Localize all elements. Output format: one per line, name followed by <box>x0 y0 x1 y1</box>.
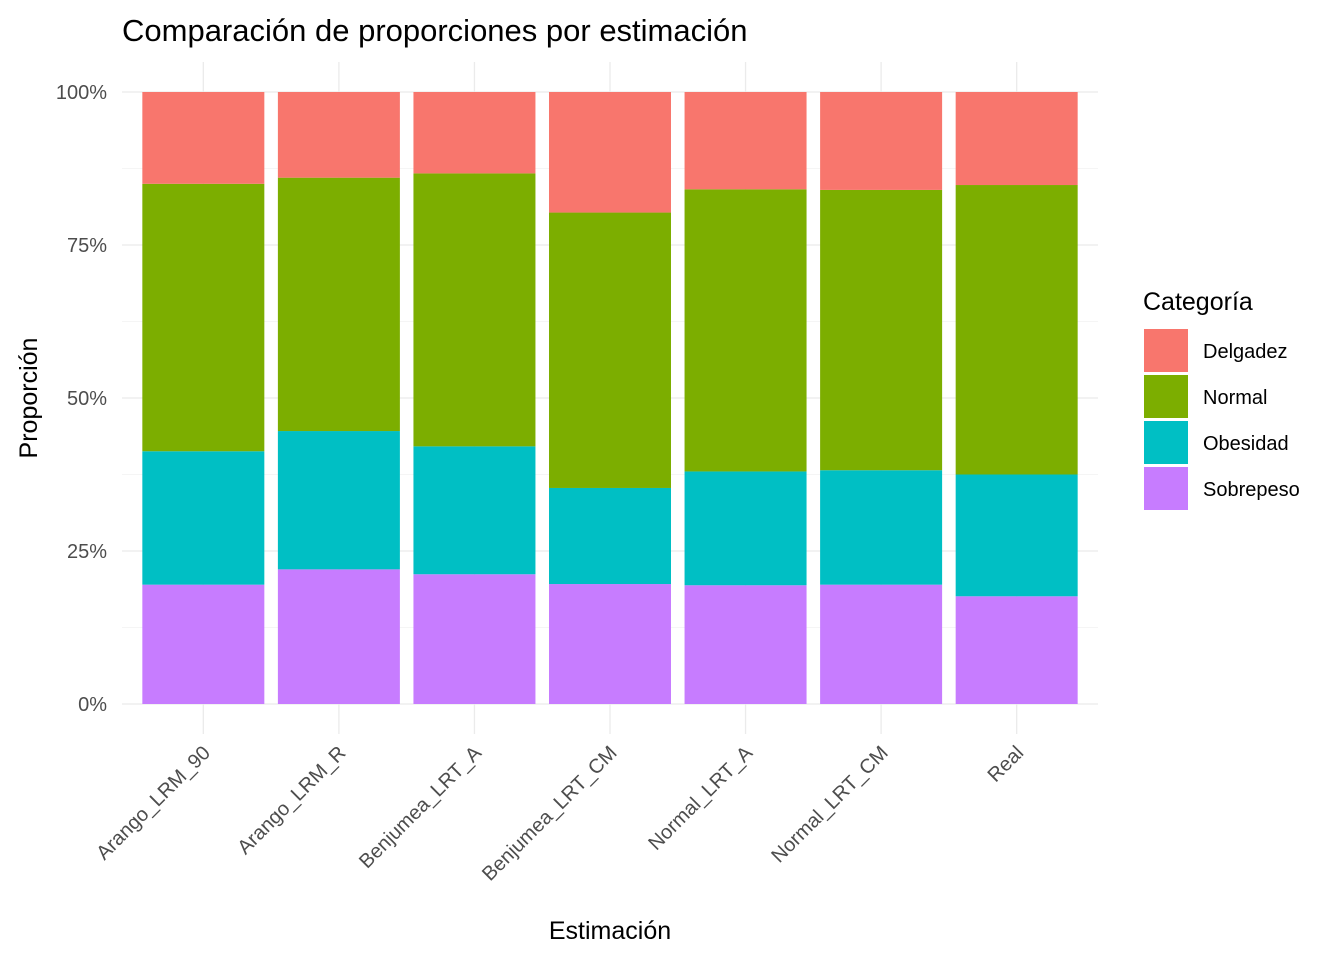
bar-segment-normal <box>277 177 400 432</box>
y-tick-label: 25% <box>67 541 107 563</box>
legend-key-sobrepeso <box>1144 467 1188 510</box>
bar-segment-obesidad <box>142 451 265 585</box>
bar-segment-obesidad <box>413 446 536 575</box>
bar-segment-normal <box>955 185 1078 475</box>
legend: Categoría Delgadez Normal Obesidad Sobrepes… <box>1143 288 1300 510</box>
legend-key-obesidad <box>1144 421 1188 464</box>
x-tick-label: Normal_LRT_CM <box>767 742 892 867</box>
bar-segment-obesidad <box>684 471 807 586</box>
bar-segment-delgadez <box>684 92 807 190</box>
y-tick-label: 50% <box>67 388 107 410</box>
bar-segment-sobrepeso <box>820 584 943 704</box>
legend-key-delgadez <box>1144 329 1188 372</box>
legend-label: Sobrepeso <box>1203 479 1300 501</box>
y-tick-label: 0% <box>78 694 107 716</box>
bar-segment-obesidad <box>277 431 400 570</box>
x-tick-label: Real <box>984 742 1029 787</box>
bar-segment-sobrepeso <box>142 584 265 704</box>
bar-segment-obesidad <box>820 470 943 585</box>
bar-segment-sobrepeso <box>549 584 671 704</box>
x-tick-label: Normal_LRT_A <box>644 742 757 855</box>
bar-segment-normal <box>684 189 807 472</box>
bars <box>142 92 1078 704</box>
legend-key-normal <box>1144 375 1188 418</box>
x-axis-ticks: Arango_LRM_90 Arango_LRM_R Benjumea_LRT_AB… <box>92 742 1028 886</box>
bar-segment-normal <box>142 183 265 452</box>
legend-title: Categoría <box>1143 288 1253 316</box>
y-axis-title: Proporción <box>15 338 43 459</box>
x-tick-label: Benjumea_LRT_CM <box>478 742 621 885</box>
bar-segment-delgadez <box>142 92 265 184</box>
bar-segment-sobrepeso <box>955 596 1078 704</box>
legend-label: Obesidad <box>1203 433 1289 455</box>
bar-segment-delgadez <box>549 92 671 213</box>
legend-label: Normal <box>1203 387 1267 409</box>
chart-title: Comparación de proporciones por estimaci… <box>122 13 748 48</box>
bar-segment-normal <box>549 212 671 488</box>
y-tick-label: 100% <box>56 82 107 104</box>
bar-segment-normal <box>413 173 536 447</box>
bar-segment-sobrepeso <box>277 569 400 704</box>
bar-segment-delgadez <box>820 92 943 190</box>
y-axis-ticks: 0% 25% 50% 75% 100% <box>56 82 107 716</box>
bar-segment-sobrepeso <box>413 574 536 704</box>
bar-segment-delgadez <box>413 92 536 174</box>
x-tick-label: Arango_LRM_R <box>233 742 350 859</box>
bar-segment-sobrepeso <box>684 585 807 704</box>
x-tick-label: Arango_LRM_90 <box>92 742 214 864</box>
bar-segment-delgadez <box>955 92 1078 186</box>
bar-segment-obesidad <box>549 487 671 585</box>
x-axis-title: Estimación <box>549 917 671 945</box>
y-tick-label: 75% <box>67 235 107 257</box>
legend-label: Delgadez <box>1203 341 1288 363</box>
bar-segment-delgadez <box>277 92 400 178</box>
bar-segment-obesidad <box>955 474 1078 597</box>
x-tick-label: Benjumea_LRT_A <box>355 742 486 873</box>
bar-segment-normal <box>820 189 943 471</box>
